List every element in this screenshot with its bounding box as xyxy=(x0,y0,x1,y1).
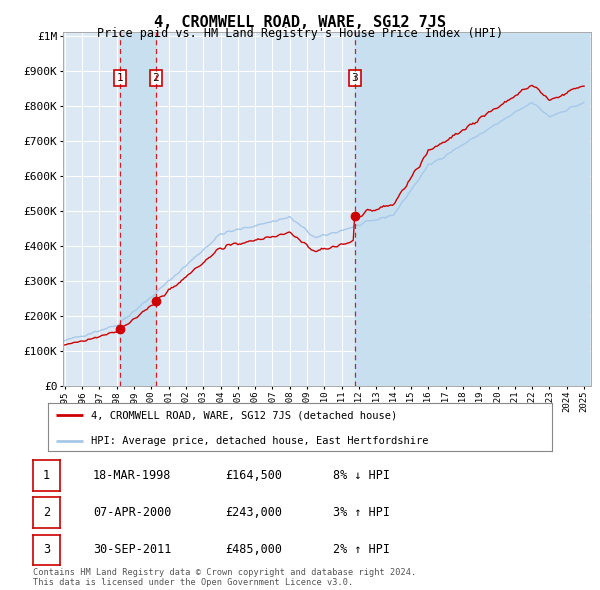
Text: 3: 3 xyxy=(43,543,50,556)
Text: £485,000: £485,000 xyxy=(225,543,282,556)
Text: 3% ↑ HPI: 3% ↑ HPI xyxy=(333,506,390,519)
Text: 1: 1 xyxy=(117,73,124,83)
Text: 4, CROMWELL ROAD, WARE, SG12 7JS (detached house): 4, CROMWELL ROAD, WARE, SG12 7JS (detach… xyxy=(91,410,397,420)
Text: 18-MAR-1998: 18-MAR-1998 xyxy=(93,469,172,482)
Text: Contains HM Land Registry data © Crown copyright and database right 2024.: Contains HM Land Registry data © Crown c… xyxy=(33,568,416,577)
Text: £243,000: £243,000 xyxy=(225,506,282,519)
Text: HPI: Average price, detached house, East Hertfordshire: HPI: Average price, detached house, East… xyxy=(91,435,428,445)
Text: 2: 2 xyxy=(43,506,50,519)
Bar xyxy=(355,32,589,386)
Text: 4, CROMWELL ROAD, WARE, SG12 7JS: 4, CROMWELL ROAD, WARE, SG12 7JS xyxy=(154,15,446,30)
Text: Price paid vs. HM Land Registry's House Price Index (HPI): Price paid vs. HM Land Registry's House … xyxy=(97,27,503,40)
Text: 3: 3 xyxy=(352,73,358,83)
Bar xyxy=(121,32,156,386)
Text: £164,500: £164,500 xyxy=(225,469,282,482)
Text: 8% ↓ HPI: 8% ↓ HPI xyxy=(333,469,390,482)
Text: This data is licensed under the Open Government Licence v3.0.: This data is licensed under the Open Gov… xyxy=(33,578,353,587)
Text: 07-APR-2000: 07-APR-2000 xyxy=(93,506,172,519)
Text: 2: 2 xyxy=(152,73,160,83)
Text: 2% ↑ HPI: 2% ↑ HPI xyxy=(333,543,390,556)
Text: 1: 1 xyxy=(43,469,50,482)
Text: 30-SEP-2011: 30-SEP-2011 xyxy=(93,543,172,556)
